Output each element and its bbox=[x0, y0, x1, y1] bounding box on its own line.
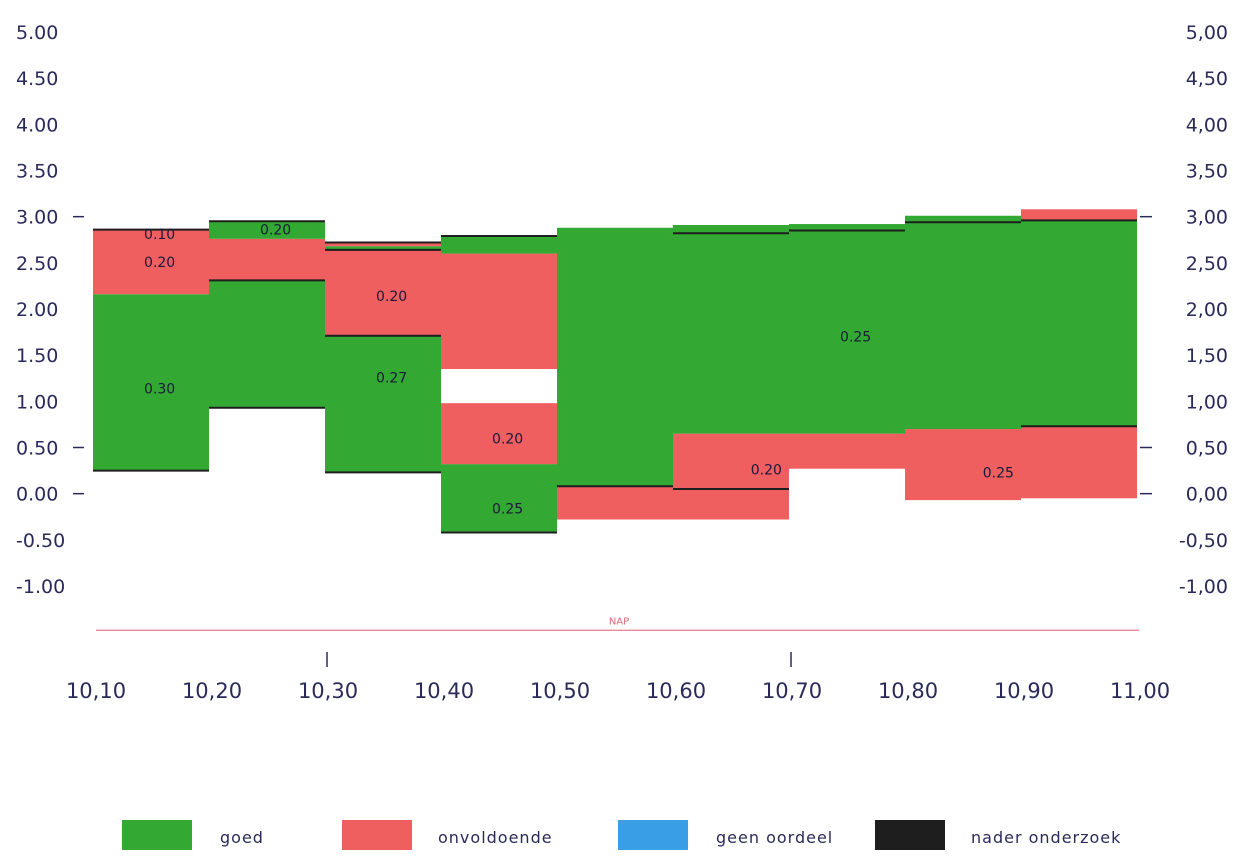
segment-labels-layer: 0.10 0.20 0.30 0.20 0.20 0.27 0.20 0.25 0.20 0.25… bbox=[144, 223, 1014, 518]
left-y-axis: 5.00 4.50 4.00 3.50 3.00 2.50 2.00 1.50 1.00 0.50… bbox=[16, 22, 84, 598]
right-y-tick-label: 0,50 bbox=[1186, 438, 1228, 460]
segment-goed-9 bbox=[441, 464, 557, 533]
left-y-tick-label: 1.50 bbox=[16, 345, 58, 367]
x-tick-label: 10,90 bbox=[994, 679, 1054, 703]
left-y-tick-label: 2.00 bbox=[16, 299, 58, 321]
segment-onvoldoende-20 bbox=[905, 429, 1021, 501]
left-y-tick-label: 5.00 bbox=[16, 22, 58, 44]
x-tick-label: 10,50 bbox=[530, 679, 590, 703]
segment-onvoldoende-10 bbox=[441, 403, 557, 465]
left-y-tick-label: 3.50 bbox=[16, 161, 58, 183]
segment-onvoldoende-1 bbox=[93, 229, 209, 295]
legend-swatch-goed bbox=[122, 820, 192, 850]
segment-onvoldoende-6 bbox=[325, 249, 441, 336]
left-y-tick-label: 2.50 bbox=[16, 253, 58, 275]
right-y-tick-label: 4,50 bbox=[1186, 68, 1228, 90]
segment-onvoldoende-15 bbox=[673, 489, 789, 520]
segment-goed-23 bbox=[1021, 220, 1137, 427]
left-y-tick-label: 4.00 bbox=[16, 114, 58, 136]
segment-label: 0.20 bbox=[751, 463, 782, 479]
segment-label: 0.25 bbox=[983, 465, 1014, 481]
layer-profile-chart: 0.10 0.20 0.30 0.20 0.20 0.27 0.20 0.25 0.20 0.25… bbox=[16, 22, 1228, 703]
segment-label: 0.20 bbox=[492, 431, 523, 447]
right-y-tick-label: 4,00 bbox=[1186, 114, 1228, 136]
right-y-tick-label: 1,00 bbox=[1186, 391, 1228, 413]
right-y-tick-label: 0,00 bbox=[1186, 484, 1228, 506]
segment-onvoldoende-8 bbox=[325, 242, 441, 247]
segment-goed-19 bbox=[789, 224, 905, 434]
left-y-tick-label: -1.00 bbox=[16, 576, 65, 598]
left-y-tick-label: 4.50 bbox=[16, 68, 58, 90]
segment-onvoldoende-18 bbox=[789, 433, 905, 469]
right-y-tick-label: -0,50 bbox=[1179, 530, 1228, 552]
segment-label: 0.27 bbox=[376, 370, 407, 386]
segment-goed-14 bbox=[557, 227, 673, 487]
segment-goed-0 bbox=[93, 294, 209, 471]
right-y-tick-label: -1,00 bbox=[1179, 576, 1228, 598]
legend-label-nader-onderzoek: nader onderzoek bbox=[971, 828, 1122, 847]
left-y-tick-label: 3.00 bbox=[16, 207, 58, 229]
legend-label-onvoldoende: onvoldoende bbox=[438, 828, 553, 847]
segment-goed-17 bbox=[673, 224, 789, 434]
segment-goed-2 bbox=[209, 280, 325, 408]
segment-label: 0.20 bbox=[144, 255, 175, 271]
segment-onvoldoende-22 bbox=[1021, 426, 1137, 499]
legend-swatch-geen-oordeel bbox=[618, 820, 688, 850]
left-y-tick-label: -0.50 bbox=[16, 530, 65, 552]
segment-label: 0.25 bbox=[840, 330, 871, 346]
segment-label: 0.20 bbox=[376, 289, 407, 305]
legend-swatch-nader-onderzoek bbox=[875, 820, 945, 850]
x-tick-label: 10,70 bbox=[762, 679, 822, 703]
left-y-tick-label: 1.00 bbox=[16, 391, 58, 413]
legend-label-geen-oordeel: geen oordeel bbox=[716, 828, 834, 847]
segment-goed-12 bbox=[441, 236, 557, 254]
segment-label: 0.25 bbox=[492, 501, 523, 517]
x-tick-label: 10,20 bbox=[182, 679, 242, 703]
segment-onvoldoende-16 bbox=[673, 433, 789, 490]
segment-goed-4 bbox=[209, 221, 325, 239]
x-axis: 10,10 10,20 10,30 10,40 10,50 10,60 10,70 10,80… bbox=[66, 652, 1170, 703]
segment-onvoldoende-11 bbox=[441, 253, 557, 370]
right-y-tick-label: 3,50 bbox=[1186, 161, 1228, 183]
segment-label: 0.20 bbox=[260, 223, 291, 239]
right-y-axis: 5,00 4,50 4,00 3,50 3,00 2,50 2,00 1,50 1,00 0,50… bbox=[1140, 22, 1228, 598]
x-tick-label: 10,80 bbox=[878, 679, 938, 703]
segment-label: 0.10 bbox=[144, 227, 175, 243]
legend-swatch-onvoldoende bbox=[342, 820, 412, 850]
x-tick-label: 11,00 bbox=[1110, 679, 1170, 703]
legend: goed onvoldoende geen oordeel nader onde… bbox=[0, 818, 1233, 858]
x-tick-label: 10,10 bbox=[66, 679, 126, 703]
segment-onvoldoende-3 bbox=[209, 238, 325, 281]
right-y-tick-label: 5,00 bbox=[1186, 22, 1228, 44]
left-y-tick-label: 0.00 bbox=[16, 484, 58, 506]
nap-reference-label: NAP bbox=[609, 616, 629, 627]
x-tick-label: 10,60 bbox=[646, 679, 706, 703]
right-y-tick-label: 1,50 bbox=[1186, 345, 1228, 367]
segment-goed-5 bbox=[325, 335, 441, 473]
legend-label-goed: goed bbox=[220, 828, 264, 847]
left-y-tick-label: 0.50 bbox=[16, 438, 58, 460]
segment-label: 0.30 bbox=[144, 381, 175, 397]
segments-layer bbox=[93, 209, 1137, 533]
segment-onvoldoende-24 bbox=[1021, 209, 1137, 221]
x-tick-label: 10,30 bbox=[298, 679, 358, 703]
right-y-tick-label: 3,00 bbox=[1186, 207, 1228, 229]
x-tick-label: 10,40 bbox=[414, 679, 474, 703]
segment-onvoldoende-13 bbox=[557, 486, 673, 520]
segment-goed-21 bbox=[905, 215, 1021, 430]
right-y-tick-label: 2,50 bbox=[1186, 253, 1228, 275]
segment-goed-7 bbox=[325, 246, 441, 250]
boundaries-layer bbox=[93, 219, 1137, 534]
right-y-tick-label: 2,00 bbox=[1186, 299, 1228, 321]
reference-line-layer: NAP bbox=[96, 616, 1139, 631]
